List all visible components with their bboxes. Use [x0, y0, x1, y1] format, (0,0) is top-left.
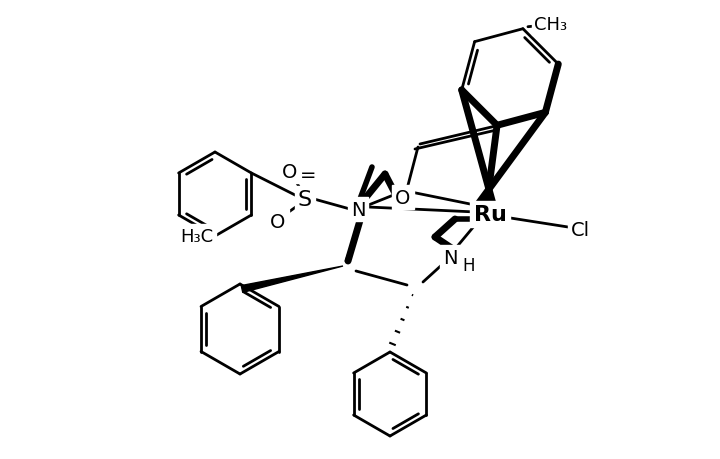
Text: Cl: Cl	[570, 220, 590, 239]
Text: N: N	[351, 200, 365, 219]
Text: O: O	[282, 162, 297, 181]
Text: H₃C: H₃C	[181, 228, 214, 246]
Text: =: =	[300, 165, 317, 184]
Text: S: S	[298, 190, 312, 210]
Text: O: O	[270, 212, 286, 231]
Text: N: N	[443, 248, 457, 267]
Text: CH₃: CH₃	[534, 16, 567, 34]
Polygon shape	[241, 266, 343, 293]
Text: O: O	[395, 188, 410, 207]
Text: Ru: Ru	[474, 205, 506, 224]
Text: H: H	[463, 257, 475, 274]
